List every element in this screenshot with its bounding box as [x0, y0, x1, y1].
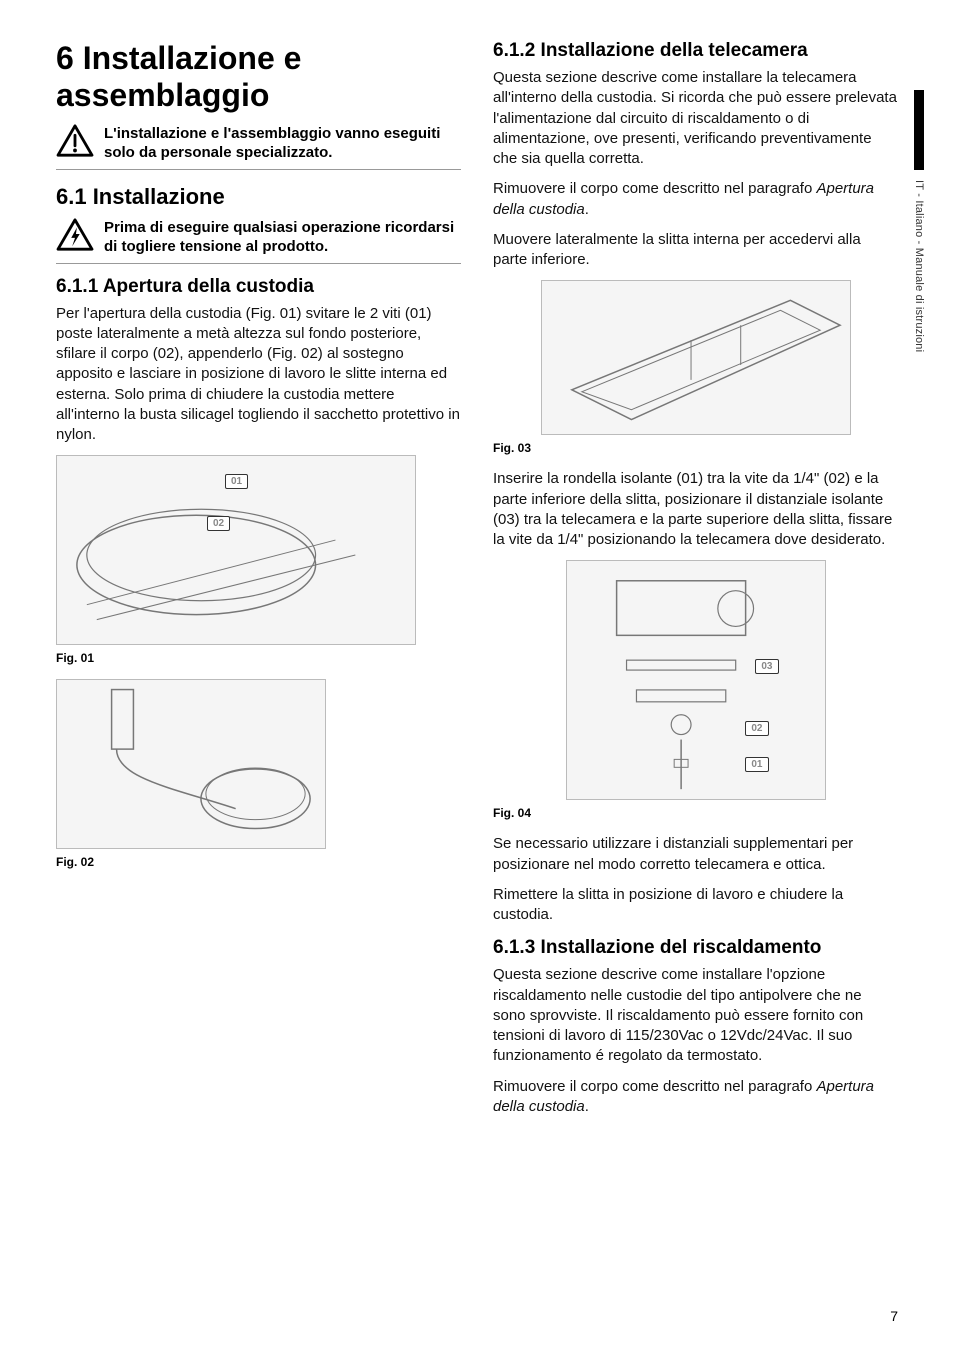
- paragraph-remove-body-2: Rimuovere il corpo come descritto nel pa…: [493, 1077, 898, 1118]
- warning-electric-icon: [56, 218, 94, 252]
- paragraph-remove-body-1c: .: [585, 201, 589, 218]
- figure-03: [493, 280, 898, 435]
- warning-installation: L'installazione e l'assemblaggio vanno e…: [56, 124, 461, 170]
- paragraph-move-slide: Muovere lateralmente la slitta interna p…: [493, 230, 898, 271]
- warning-installation-text: L'installazione e l'assemblaggio vanno e…: [104, 124, 461, 163]
- heading-6-1-3: 6.1.3 Installazione del riscaldamento: [493, 937, 898, 959]
- paragraph-insert-washer: Inserire la rondella isolante (01) tra l…: [493, 469, 898, 550]
- heading-6-1-1: 6.1.1 Apertura della custodia: [56, 276, 461, 298]
- figure-04-image: 03 02 01: [566, 560, 826, 800]
- warning-power: Prima di eseguire qualsiasi operazione r…: [56, 218, 461, 264]
- paragraph-heating-intro: Questa sezione descrive come installare …: [493, 965, 898, 1066]
- figure-04-caption: Fig. 04: [493, 806, 898, 820]
- paragraph-remove-body-1a: Rimuovere il corpo come descritto nel pa…: [493, 180, 816, 197]
- paragraph-camera-intro: Questa sezione descrive come installare …: [493, 68, 898, 169]
- figure-04-callout-01: 01: [745, 757, 768, 772]
- figure-01-image: 01 02: [56, 455, 416, 645]
- left-column: 6 Installazione e assemblaggio L'install…: [56, 40, 461, 1127]
- side-tab-bar: [914, 90, 924, 170]
- heading-6-1: 6.1 Installazione: [56, 184, 461, 210]
- right-column: 6.1.2 Installazione della telecamera Que…: [493, 40, 898, 1127]
- side-language-tab: IT - Italiano - Manuale di istruzioni: [908, 90, 930, 410]
- side-tab-label: IT - Italiano - Manuale di istruzioni: [913, 180, 925, 352]
- figure-04-callout-03: 03: [755, 659, 778, 674]
- figure-02-caption: Fig. 02: [56, 855, 461, 869]
- figure-01-callout-02: 02: [207, 516, 230, 531]
- figure-02: [56, 679, 461, 849]
- warning-triangle-icon: [56, 124, 94, 158]
- paragraph-remove-body-1: Rimuovere il corpo come descritto nel pa…: [493, 179, 898, 220]
- paragraph-remove-body-2a: Rimuovere il corpo come descritto nel pa…: [493, 1078, 816, 1095]
- figure-01: 01 02: [56, 455, 461, 645]
- figure-04-callout-02: 02: [745, 721, 768, 736]
- paragraph-spacers: Se necessario utilizzare i distanziali s…: [493, 834, 898, 875]
- figure-04: 03 02 01: [493, 560, 898, 800]
- heading-section-6: 6 Installazione e assemblaggio: [56, 40, 461, 114]
- heading-6-1-2: 6.1.2 Installazione della telecamera: [493, 40, 898, 62]
- page-columns: 6 Installazione e assemblaggio L'install…: [56, 40, 898, 1127]
- figure-01-caption: Fig. 01: [56, 651, 461, 665]
- paragraph-open-housing: Per l'apertura della custodia (Fig. 01) …: [56, 304, 461, 446]
- paragraph-replace-slide: Rimettere la slitta in posizione di lavo…: [493, 885, 898, 926]
- figure-02-image: [56, 679, 326, 849]
- figure-03-caption: Fig. 03: [493, 441, 898, 455]
- page-number: 7: [890, 1308, 898, 1324]
- warning-power-text: Prima di eseguire qualsiasi operazione r…: [104, 218, 461, 257]
- figure-03-image: [541, 280, 851, 435]
- figure-01-callout-01: 01: [225, 474, 248, 489]
- paragraph-remove-body-2c: .: [585, 1098, 589, 1115]
